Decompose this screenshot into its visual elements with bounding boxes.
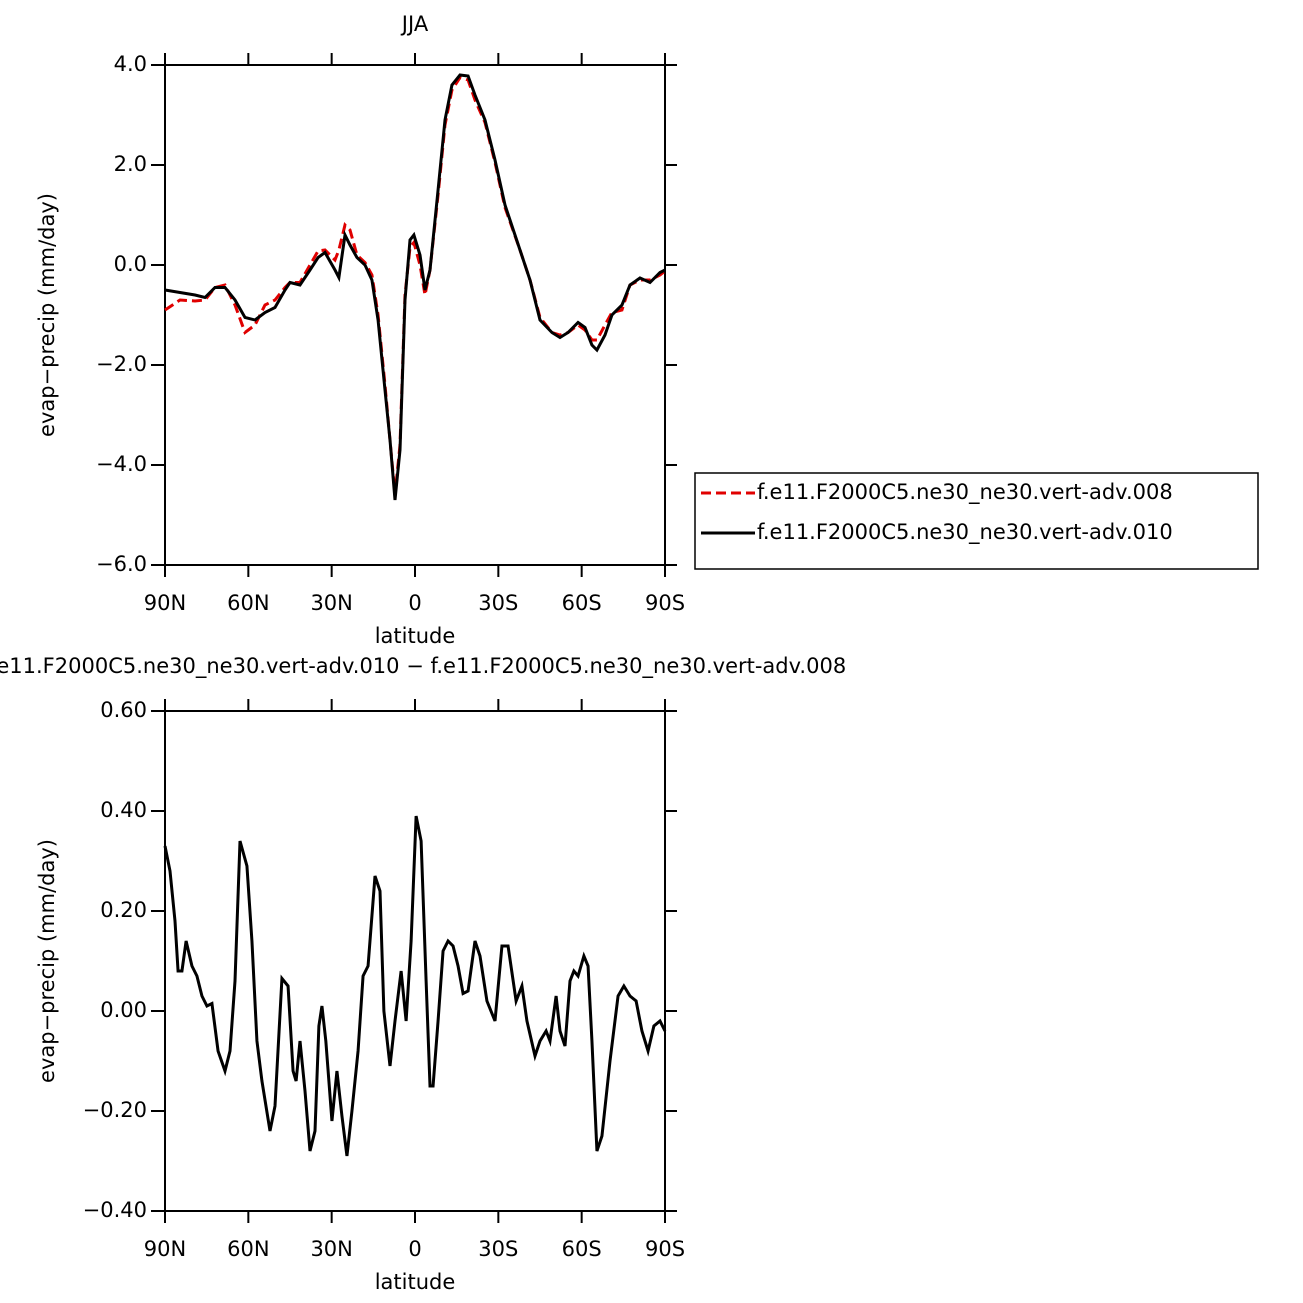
chart-title: f.e11.F2000C5.ne30_ne30.vert-adv.010 − f… xyxy=(0,654,846,679)
data-line xyxy=(163,815,667,1157)
y-tick-label: −2.0 xyxy=(96,352,147,376)
y-tick-label: −0.20 xyxy=(83,1098,147,1122)
y-tick-label: 2.0 xyxy=(114,152,147,176)
x-tick-label: 90S xyxy=(645,591,685,615)
x-tick-label: 60S xyxy=(562,1237,602,1261)
x-tick-label: 30N xyxy=(310,591,352,615)
y-tick-label: −0.40 xyxy=(83,1198,147,1222)
legend-label: f.e11.F2000C5.ne30_ne30.vert-adv.010 xyxy=(757,520,1173,545)
x-axis-label: latitude xyxy=(375,1270,456,1294)
x-tick-label: 30S xyxy=(478,591,518,615)
x-tick-label: 60S xyxy=(562,591,602,615)
y-tick-label: 0.0 xyxy=(114,252,147,276)
x-tick-label: 90N xyxy=(144,1237,186,1261)
legend-box xyxy=(694,472,1259,570)
x-axis-label: latitude xyxy=(375,624,456,648)
y-tick-label: 0.20 xyxy=(100,898,147,922)
y-axis-label: evap−precip (mm/day) xyxy=(35,193,59,437)
y-tick-label: −4.0 xyxy=(96,452,147,476)
y-axis-label: evap−precip (mm/day) xyxy=(35,839,59,1083)
y-tick-label: 0.40 xyxy=(100,798,147,822)
y-tick-label: −6.0 xyxy=(96,552,147,576)
x-tick-label: 0 xyxy=(408,1237,421,1261)
x-tick-label: 90N xyxy=(144,591,186,615)
chart: f.e11.F2000C5.ne30_ne30.vert-adv.010 − f… xyxy=(0,654,846,1294)
plot-frame xyxy=(164,64,666,566)
chart: JJA 4.0 2.0 0.0 −2.0 −4.0 −6.0 90N 60N 30N 0 30S 60S… xyxy=(35,12,1259,648)
x-tick-label: 0 xyxy=(408,591,421,615)
y-tick-label: 0.00 xyxy=(100,998,147,1022)
y-tick-label: 0.60 xyxy=(100,698,147,722)
x-tick-label: 60N xyxy=(227,1237,269,1261)
x-tick-label: 30N xyxy=(310,1237,352,1261)
x-tick-label: 60N xyxy=(227,591,269,615)
chart-title: JJA xyxy=(400,12,429,36)
y-tick-label: 4.0 xyxy=(114,52,147,76)
data-line xyxy=(164,75,666,496)
plot-frame xyxy=(164,710,666,1212)
x-tick-label: 30S xyxy=(478,1237,518,1261)
data-line xyxy=(164,73,666,501)
legend-label: f.e11.F2000C5.ne30_ne30.vert-adv.008 xyxy=(757,480,1173,505)
x-tick-label: 90S xyxy=(645,1237,685,1261)
